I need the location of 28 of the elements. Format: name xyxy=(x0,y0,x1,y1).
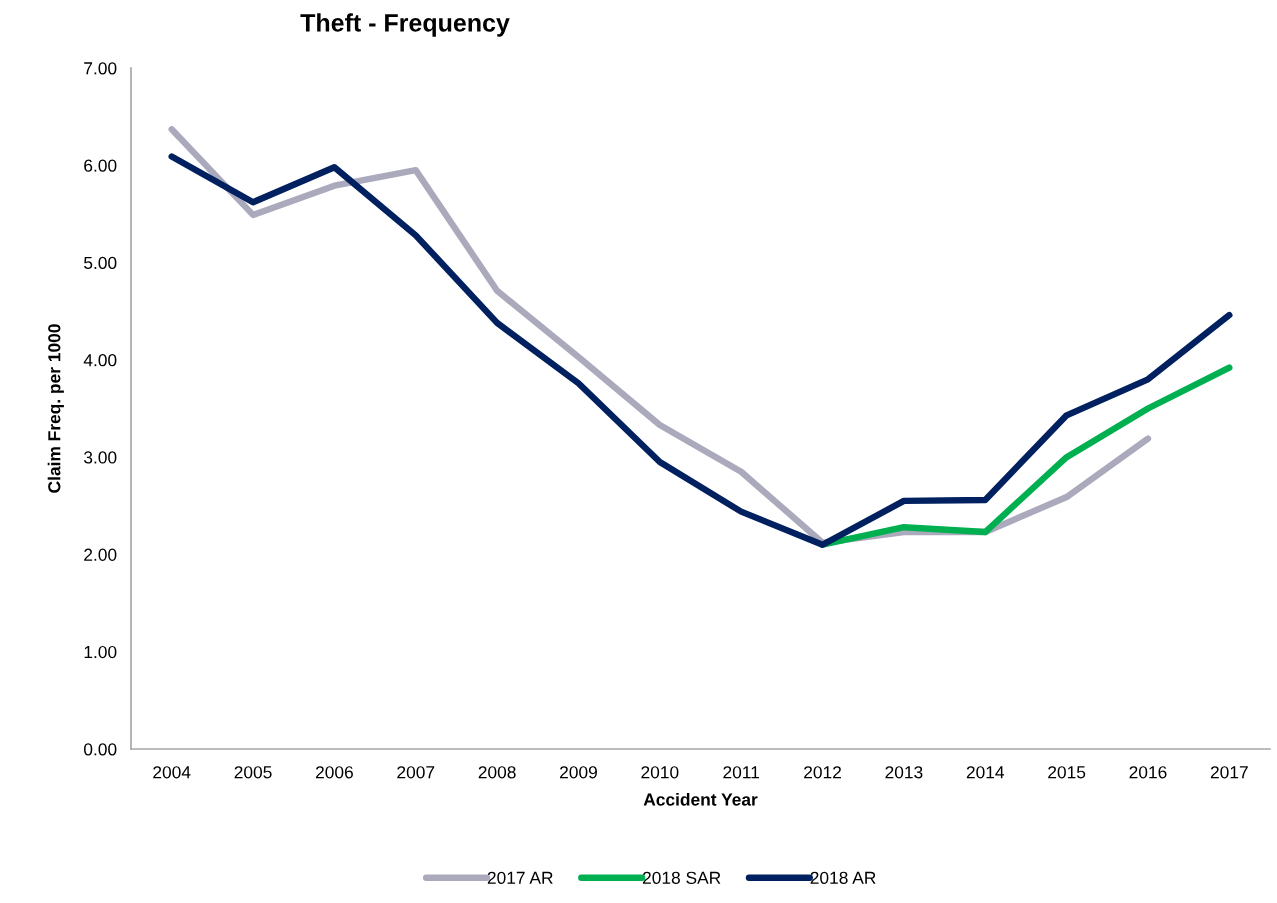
x-tick-label: 2005 xyxy=(234,766,272,779)
chart-title: Theft - Frequency xyxy=(300,13,510,37)
x-tick-label: 2014 xyxy=(966,766,1005,779)
y-axis-title: Claim Freq. per 1000 xyxy=(47,324,64,493)
x-tick-label: 2008 xyxy=(478,766,516,779)
y-tick-label: 4.00 xyxy=(83,354,117,367)
x-axis-title: Accident Year xyxy=(643,792,758,806)
x-tick-label: 2015 xyxy=(1048,766,1086,779)
x-tick-label: 2010 xyxy=(641,766,679,779)
legend-label: 2018 SAR xyxy=(642,871,721,884)
x-tick-label: 2009 xyxy=(560,766,597,779)
legend-label: 2018 AR xyxy=(810,871,876,884)
y-tick-label: 5.00 xyxy=(84,256,117,270)
x-tick-label: 2011 xyxy=(723,766,759,779)
y-tick-label: 3.00 xyxy=(83,451,117,464)
legend-label: 2017 AR xyxy=(487,871,553,884)
y-tick-label: 2.00 xyxy=(84,548,117,561)
y-tick-label: 6.00 xyxy=(84,159,117,172)
x-tick-label: 2013 xyxy=(885,766,923,779)
x-tick-label: 2017 xyxy=(1210,766,1248,779)
y-tick-label: 7.00 xyxy=(84,62,117,75)
x-tick-label: 2004 xyxy=(153,766,191,779)
x-tick-label: 2012 xyxy=(804,766,841,779)
x-tick-label: 2016 xyxy=(1129,766,1167,779)
y-tick-label: 1.00 xyxy=(84,645,117,659)
x-tick-label: 2006 xyxy=(315,766,353,779)
x-tick-label: 2007 xyxy=(397,766,435,779)
y-tick-label: 0.00 xyxy=(84,743,117,756)
